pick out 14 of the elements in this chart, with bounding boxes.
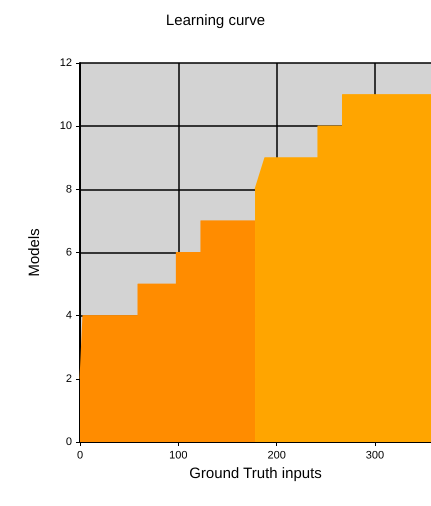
x-tick-label: 300 [366, 450, 384, 462]
x-tick-label: 100 [169, 450, 188, 462]
x-tick-label: 200 [267, 450, 286, 462]
y-tick-label: 6 [66, 246, 72, 258]
y-tick-label: 4 [66, 310, 72, 322]
y-tick-label: 12 [60, 57, 72, 69]
y-tick-label: 2 [66, 372, 72, 385]
y-axis-title: Models [26, 228, 43, 277]
y-tick-label: 8 [66, 183, 72, 196]
y-tick-label: 0 [66, 436, 72, 448]
x-axis-title: Ground Truth inputs [189, 464, 322, 482]
y-tick-label: 10 [60, 120, 72, 132]
x-tick-label: 0 [76, 450, 84, 462]
chart-title: Learning curve [166, 12, 266, 29]
